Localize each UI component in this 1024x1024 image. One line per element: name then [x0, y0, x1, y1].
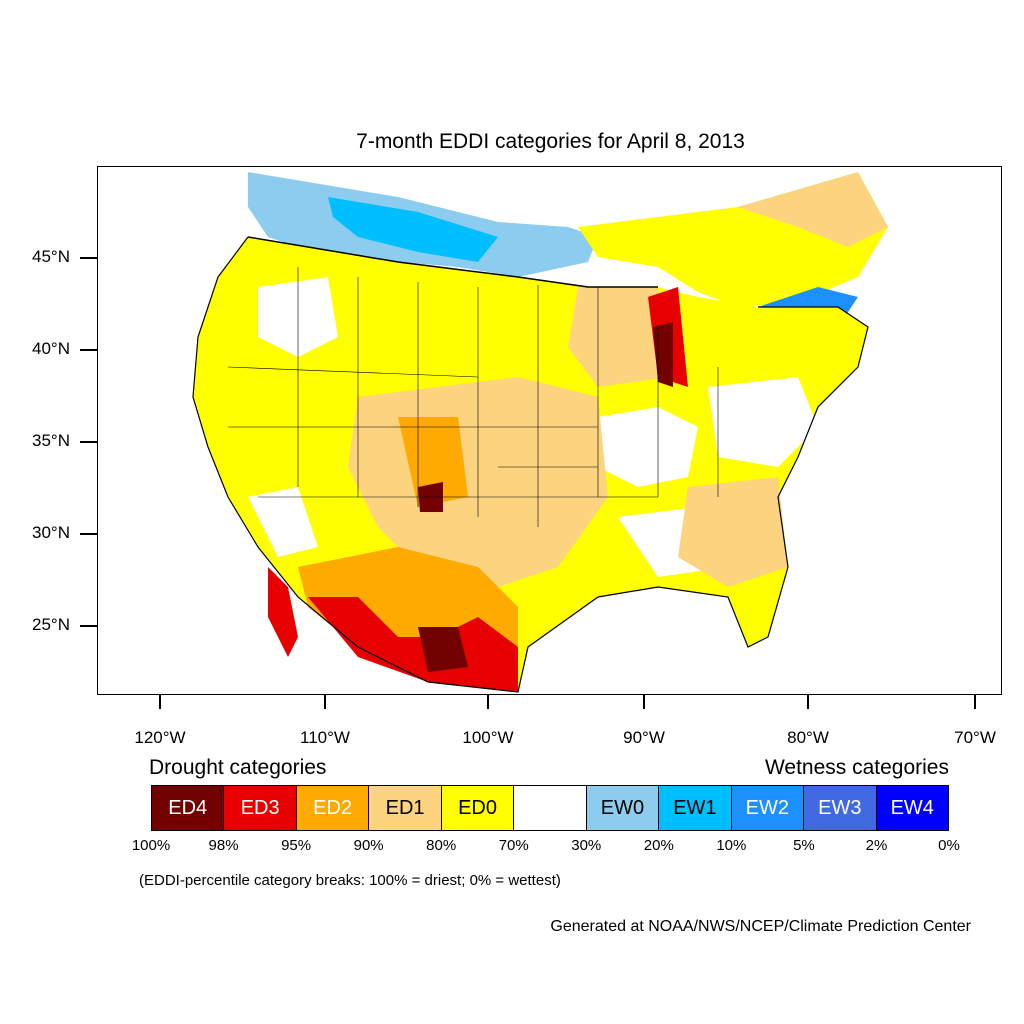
legend-box-ew3: EW3	[804, 786, 877, 830]
lon-label-110: 110°W	[300, 728, 350, 747]
normal-region-east	[708, 377, 818, 467]
lon-tick	[487, 695, 489, 709]
lon-tick	[974, 695, 976, 709]
percentile-label: 20%	[643, 837, 674, 854]
category-legend: ED4 ED3 ED2 ED1 ED0 EW0 EW1 EW2 EW3 EW4	[151, 785, 949, 831]
credit-line: Generated at NOAA/NWS/NCEP/Climate Predi…	[550, 918, 971, 935]
lat-tick	[80, 441, 97, 443]
map-title: 7-month EDDI categories for April 8, 201…	[356, 130, 745, 153]
normal-region-midwest	[598, 407, 698, 487]
ed1-region-southeast	[678, 477, 788, 587]
lon-tick	[159, 695, 161, 709]
canada-ed1-region	[738, 172, 888, 247]
percentile-label: 98%	[208, 837, 239, 854]
percentile-label: 2%	[865, 837, 888, 854]
map-frame	[97, 166, 1002, 695]
ed2-region-colorado	[398, 417, 468, 507]
normal-region-southwest	[248, 487, 318, 557]
lat-tick	[80, 625, 97, 627]
canada-ew1-region	[328, 197, 498, 262]
percentile-label: 5%	[793, 837, 815, 854]
us-canada-border	[247, 236, 658, 288]
legend-box-ew0: EW0	[586, 786, 660, 830]
legend-box-normal	[514, 786, 587, 830]
lon-label-100: 100°W	[462, 728, 514, 747]
lat-label-35: 35°N	[32, 431, 70, 450]
percentile-label: 0%	[938, 837, 960, 854]
legend-box-ed3: ED3	[224, 786, 297, 830]
percentile-label: 90%	[353, 837, 384, 854]
legend-box-ed0: ED0	[441, 786, 515, 830]
percentile-label: 80%	[426, 837, 457, 854]
lat-tick	[80, 533, 97, 535]
legend-box-ew2: EW2	[731, 786, 805, 830]
legend-box-ew4: EW4	[876, 786, 948, 830]
lon-tick	[324, 695, 326, 709]
ed1-region-upper-midwest	[568, 287, 668, 387]
lat-label-30: 30°N	[32, 523, 70, 542]
lat-label-25: 25°N	[32, 615, 70, 634]
lat-label-40: 40°N	[32, 339, 70, 358]
ed4-region-southwest	[418, 627, 468, 672]
state-borders	[227, 267, 719, 527]
ed3-region-west-coast	[268, 567, 298, 657]
percentile-label: 70%	[498, 837, 529, 854]
legend-box-ed2: ED2	[296, 786, 370, 830]
category-breaks-note: (EDDI-percentile category breaks: 100% =…	[139, 872, 561, 889]
legend-box-ed4: ED4	[152, 786, 225, 830]
conus-outline	[192, 236, 869, 693]
lat-label-45: 45°N	[32, 247, 70, 266]
percentile-label: 95%	[281, 837, 312, 854]
wetness-categories-heading: Wetness categories	[764, 756, 949, 779]
legend-box-ed1: ED1	[369, 786, 442, 830]
percentile-label: 10%	[716, 837, 747, 854]
lon-label-90: 90°W	[623, 728, 665, 747]
eddi-map	[192, 172, 888, 693]
lon-tick	[643, 695, 645, 709]
lon-label-80: 80°W	[787, 728, 829, 747]
percentile-label: 30%	[571, 837, 602, 854]
lon-tick	[807, 695, 809, 709]
lat-tick	[80, 257, 97, 259]
ed3-region-southwest	[308, 597, 518, 692]
lat-tick	[80, 349, 97, 351]
lon-label-70: 70°W	[954, 728, 996, 747]
drought-categories-heading: Drought categories	[149, 756, 327, 779]
percentile-label: 100%	[131, 837, 171, 854]
lon-label-120: 120°W	[134, 728, 186, 747]
legend-box-ew1: EW1	[659, 786, 732, 830]
